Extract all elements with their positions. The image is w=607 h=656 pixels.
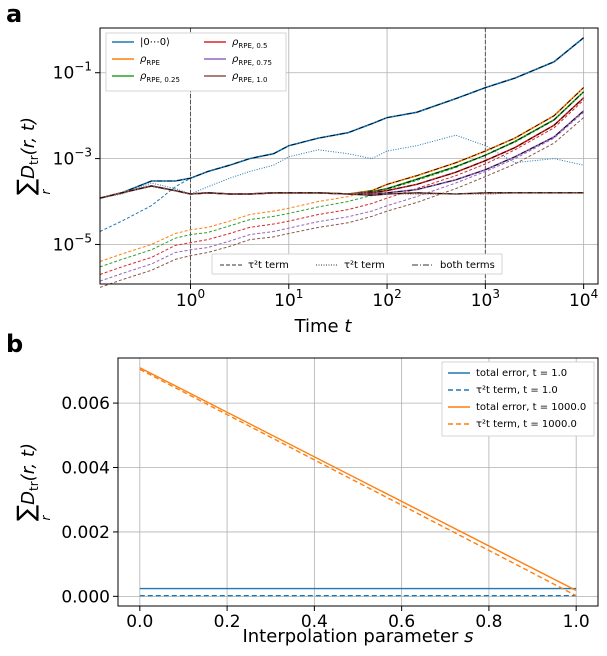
panel-b-chart: b 0.0 0.2 0.4 0.6 0.8 1.0 0.000 0.002 0.004 0.006… <box>6 330 599 647</box>
b-ytick-label-2: 0.004 <box>61 459 110 479</box>
a-series-zero-tau2t <box>99 37 584 232</box>
a-ytick-label-2: 10−1 <box>53 60 92 84</box>
a-legend-label-rpe05: ρRPE, 0.5 <box>232 37 267 50</box>
a-legend-label-zero: |0⋯0⟩ <box>140 37 170 48</box>
a-style-legend-label-1: τ²t term <box>344 260 385 271</box>
b-legend-label-2: total error, t = 1000.0 <box>476 402 586 413</box>
a-series-rpe075-total <box>99 110 585 199</box>
b-legend-label-1: τ²t term, t = 1.0 <box>476 385 558 396</box>
a-xtick-label-2: 102 <box>372 287 401 311</box>
a-series-rpe05-tau2t <box>99 99 584 275</box>
a-series-rpe-tau2t <box>99 87 584 262</box>
a-xtick-label-0: 100 <box>176 287 205 311</box>
panel-a-style-legend-box <box>211 253 503 275</box>
panel-b-ticks: 0.0 0.2 0.4 0.6 0.8 1.0 0.000 0.002 0.004 0.006 <box>61 394 589 632</box>
b-xtick-label-1: 0.2 <box>214 612 241 632</box>
a-style-legend-label-0: τ²t term <box>248 260 289 271</box>
a-legend-label-rpe025: ρRPE, 0.25 <box>140 71 180 84</box>
b-series-3 <box>139 368 577 597</box>
b-xtick-label-4: 0.8 <box>475 612 502 632</box>
a-series-rpe075-tau2t <box>99 111 584 282</box>
a-style-legend-label-2: both terms <box>440 260 495 271</box>
b-xtick-label-3: 0.6 <box>388 612 415 632</box>
panel-a-style-legend: τ²t term τ²t term both terms <box>211 253 503 275</box>
a-legend-label-rpe075: ρRPE, 0.75 <box>232 54 272 67</box>
svg-text:r: r <box>39 514 53 520</box>
a-series-rpe10-both <box>99 185 584 199</box>
panel-b-ylabel: ∑Dtr(r, t) r <box>12 443 53 521</box>
b-xtick-label-0: 0.0 <box>126 612 153 632</box>
panel-b-frame <box>117 357 599 607</box>
panel-a-chart: a 100 101 102 103 104 10−5 10−3 10−1 |0⋯0⟩ ρRPE ρ… <box>6 0 599 337</box>
b-ytick-label-0: 0.000 <box>61 587 110 607</box>
svg-text:∑Dtr(r, t): ∑Dtr(r, t) <box>12 117 41 195</box>
svg-text:r: r <box>39 188 53 194</box>
a-series-rpe075-both <box>99 110 584 199</box>
a-series-rpe05-both <box>99 97 584 199</box>
panel-a-ylabel: ∑Dtr(r, t) r <box>12 117 53 195</box>
a-series-zero-both <box>99 37 584 199</box>
a-series-rpe05-total <box>99 97 585 199</box>
panel-b-letter: b <box>6 330 23 358</box>
panel-b-xlabel: Interpolation parameter s <box>242 626 473 647</box>
panel-a-xlabel: Time t <box>294 316 353 337</box>
a-legend-label-rpe10: ρRPE, 1.0 <box>232 71 267 84</box>
b-ytick-label-1: 0.002 <box>61 523 110 543</box>
b-legend-label-0: total error, t = 1.0 <box>476 368 567 379</box>
a-xtick-label-3: 103 <box>471 287 500 311</box>
a-xtick-label-1: 101 <box>274 287 303 311</box>
panel-a-legend-box <box>105 32 287 92</box>
panel-a-series <box>99 37 585 288</box>
a-ytick-label-1: 10−3 <box>53 146 92 170</box>
b-legend-label-3: τ²t term, t = 1000.0 <box>476 419 577 430</box>
b-xtick-label-2: 0.4 <box>301 612 328 632</box>
panel-a-letter: a <box>6 0 22 28</box>
b-ytick-label-3: 0.006 <box>61 394 110 414</box>
panel-b-series <box>139 367 577 597</box>
b-series-2 <box>139 367 577 592</box>
a-series-rpe025-total <box>99 91 585 199</box>
panel-b-legend: total error, t = 1.0 τ²t term, t = 1.0 tot… <box>441 361 595 437</box>
a-series-rpe10-tau2t <box>99 117 584 288</box>
a-series-zero-tau2 <box>99 134 584 199</box>
panel-a-ticks: 100 101 102 103 104 10−5 10−3 10−1 <box>53 60 599 311</box>
b-xtick-label-5: 1.0 <box>563 612 590 632</box>
a-series-rpe025-both <box>99 91 584 199</box>
panel-a-frame <box>99 27 599 285</box>
a-ytick-label-0: 10−5 <box>53 231 92 255</box>
svg-text:∑Dtr(r, t): ∑Dtr(r, t) <box>12 443 41 521</box>
a-series-rpe025-tau2t <box>99 91 584 268</box>
panel-a-legend: |0⋯0⟩ ρRPE ρRPE, 0.25 ρRPE, 0.5 ρRPE, 0.75 ρR… <box>105 32 287 92</box>
a-legend-label-rpe: ρRPE <box>140 54 160 67</box>
a-xtick-label-4: 104 <box>569 287 598 311</box>
